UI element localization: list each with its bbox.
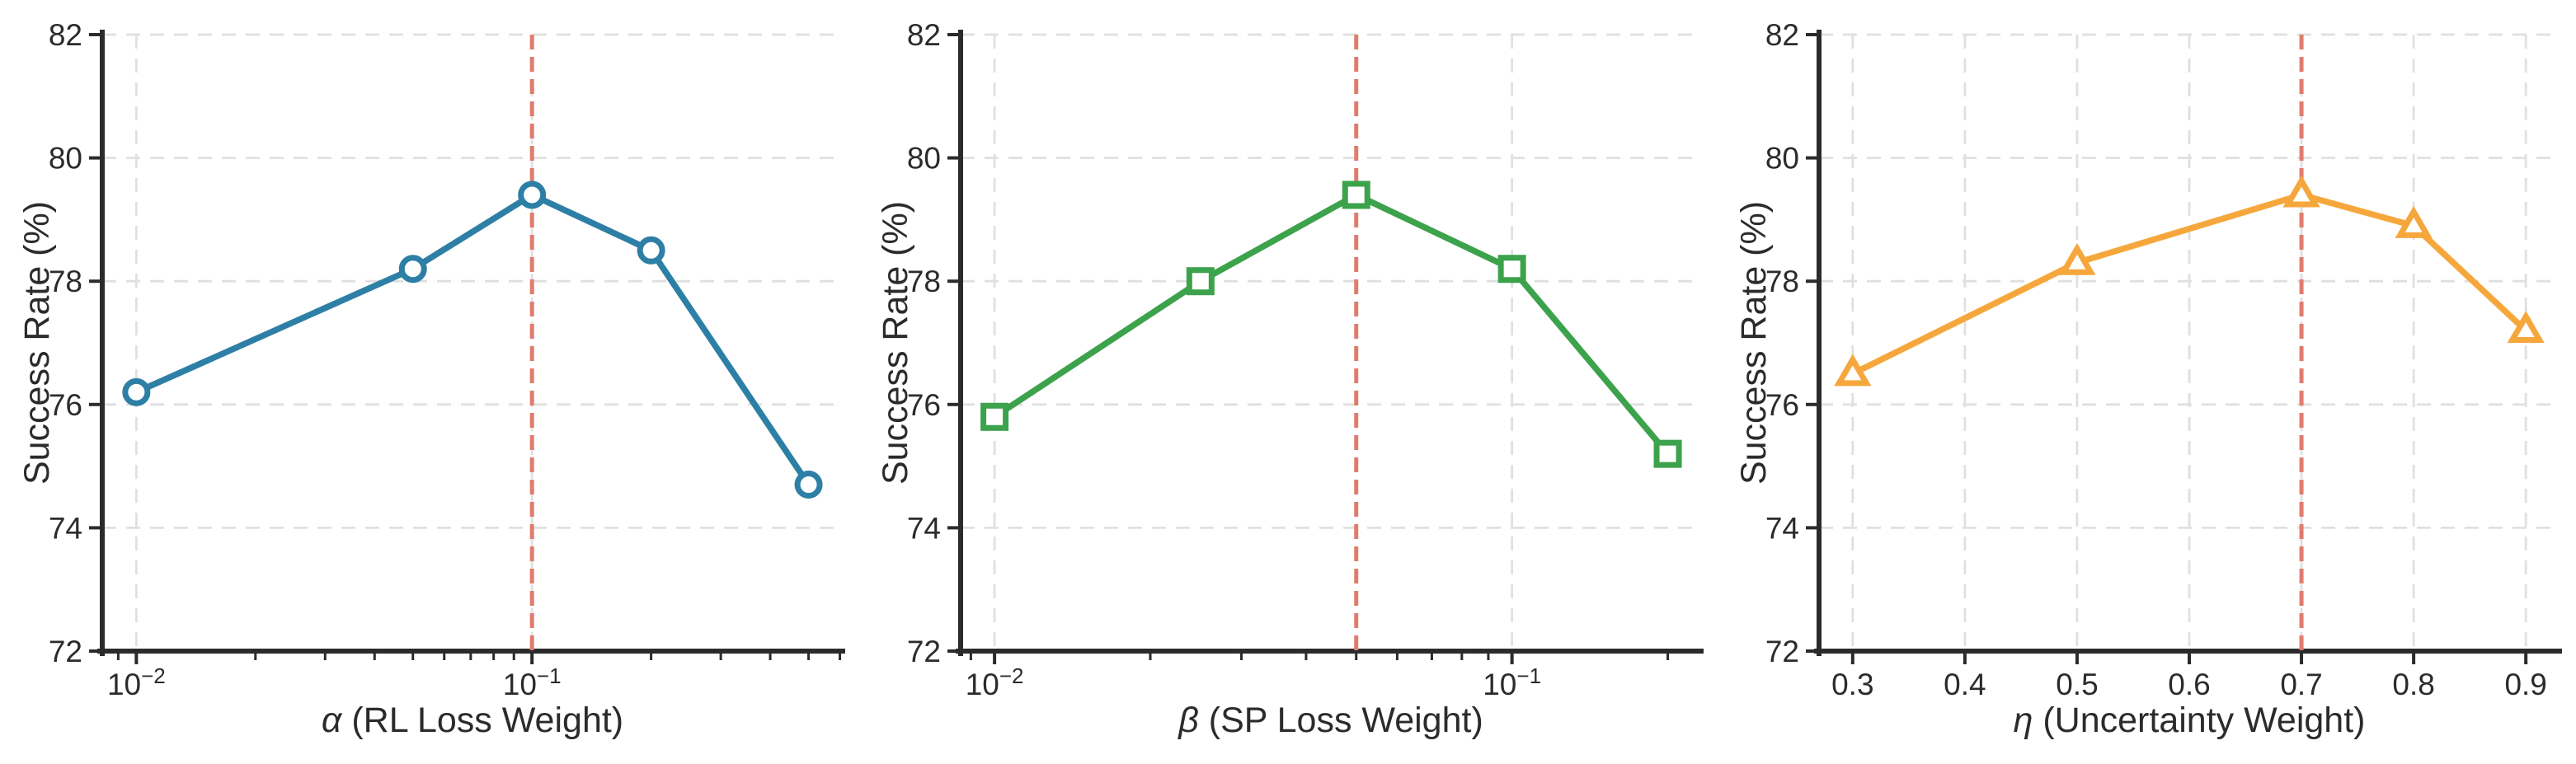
x-axis-label-text: (RL Loss Weight) — [341, 701, 623, 740]
y-tick-label: 74 — [49, 511, 82, 545]
x-axis-label: α (RL Loss Weight) — [322, 701, 623, 740]
x-tick-label-base: 10 — [107, 668, 141, 701]
y-tick-label: 76 — [907, 388, 941, 422]
y-tick-label: 78 — [1765, 265, 1799, 298]
x-tick-label: 0.7 — [2280, 668, 2322, 701]
data-marker-circle — [122, 377, 151, 406]
x-tick-label: 0.3 — [1831, 668, 1873, 701]
y-tick-label: 78 — [907, 265, 941, 298]
x-tick-label: 0.9 — [2504, 668, 2546, 701]
x-tick-label-base: 10 — [1483, 668, 1516, 701]
y-tick-label: 80 — [49, 142, 82, 176]
x-tick-label-exponent: −1 — [537, 663, 562, 688]
x-tick-label-exponent: −2 — [999, 663, 1024, 688]
data-marker-circle — [794, 471, 823, 499]
y-tick-label: 82 — [907, 18, 941, 52]
y-tick-label: 74 — [1765, 511, 1799, 545]
data-marker-triangle — [2395, 205, 2433, 238]
data-marker-circle — [637, 236, 665, 265]
chart-panel-eta: 72 74 76 78 80 82 0.3 0.4 0.5 0.6 0.7 0.8 0.9 η (Unce… — [1717, 0, 2575, 760]
x-tick-label: 10−1 — [503, 663, 562, 701]
chart-panel-alpha: 72 74 76 78 80 82 10−2 10−1 α (RL Loss Weight) Su… — [0, 0, 858, 760]
y-tick-label: 72 — [49, 635, 82, 668]
x-axis-label-text: (Uncertainty Weight) — [2033, 701, 2365, 740]
x-tick-label: 10−2 — [107, 663, 166, 701]
data-marker-triangle — [2058, 242, 2096, 275]
x-tick-label: 0.8 — [2392, 668, 2434, 701]
data-marker-triangle — [1834, 354, 1872, 387]
x-axis-label-text: (SP Loss Weight) — [1199, 701, 1483, 740]
x-tick-label: 10−1 — [1483, 663, 1541, 701]
data-line — [991, 191, 1671, 457]
x-axis-label-symbol: α — [322, 701, 343, 740]
y-tick-label: 80 — [907, 142, 941, 176]
y-tick-label: 72 — [1765, 635, 1799, 668]
y-tick-label: 76 — [1765, 388, 1799, 422]
x-tick-label: 0.5 — [2056, 668, 2098, 701]
y-tick-label: 82 — [1765, 18, 1799, 52]
data-line — [133, 191, 812, 488]
y-tick-label: 80 — [1765, 142, 1799, 176]
x-tick-label: 10−2 — [966, 663, 1024, 701]
y-tick-label: 82 — [49, 18, 82, 52]
x-tick-label-exponent: −2 — [141, 663, 166, 688]
data-marker-circle — [398, 255, 427, 284]
y-axis-label: Success Rate (%) — [1734, 201, 1774, 485]
y-axis-label: Success Rate (%) — [876, 201, 915, 485]
data-marker-square — [1497, 255, 1526, 284]
data-marker-square — [1342, 180, 1370, 209]
x-tick-label: 0.4 — [1944, 668, 1986, 701]
chart-panel-beta: 72 74 76 78 80 82 10−2 10−1 β (SP Loss Weight) Su… — [858, 0, 1717, 760]
plot-eta: 72 74 76 78 80 82 0.3 0.4 0.5 0.6 0.7 0.8 0.9 η (Unce… — [1734, 18, 2562, 740]
x-axis-label-symbol: η — [2014, 701, 2033, 740]
x-axis-label-symbol: β — [1177, 701, 1199, 740]
x-axis-label: β (SP Loss Weight) — [1177, 701, 1483, 740]
y-tick-label: 72 — [907, 635, 941, 668]
y-tick-label: 76 — [49, 388, 82, 422]
data-marker-square — [1186, 267, 1215, 296]
data-marker-square — [980, 402, 1009, 431]
y-axis-label: Success Rate (%) — [17, 201, 57, 485]
data-marker-triangle — [2507, 311, 2545, 344]
data-marker-square — [1653, 439, 1682, 468]
x-tick-label-exponent: −1 — [1516, 663, 1541, 688]
data-marker-triangle — [2282, 175, 2320, 208]
y-tick-label: 78 — [49, 265, 82, 298]
x-tick-label-base: 10 — [966, 668, 999, 701]
y-tick-label: 74 — [907, 511, 941, 545]
x-axis-label: η (Uncertainty Weight) — [2014, 701, 2366, 740]
data-marker-circle — [518, 180, 547, 209]
x-tick-label-base: 10 — [503, 668, 537, 701]
x-tick-label: 0.6 — [2168, 668, 2210, 701]
